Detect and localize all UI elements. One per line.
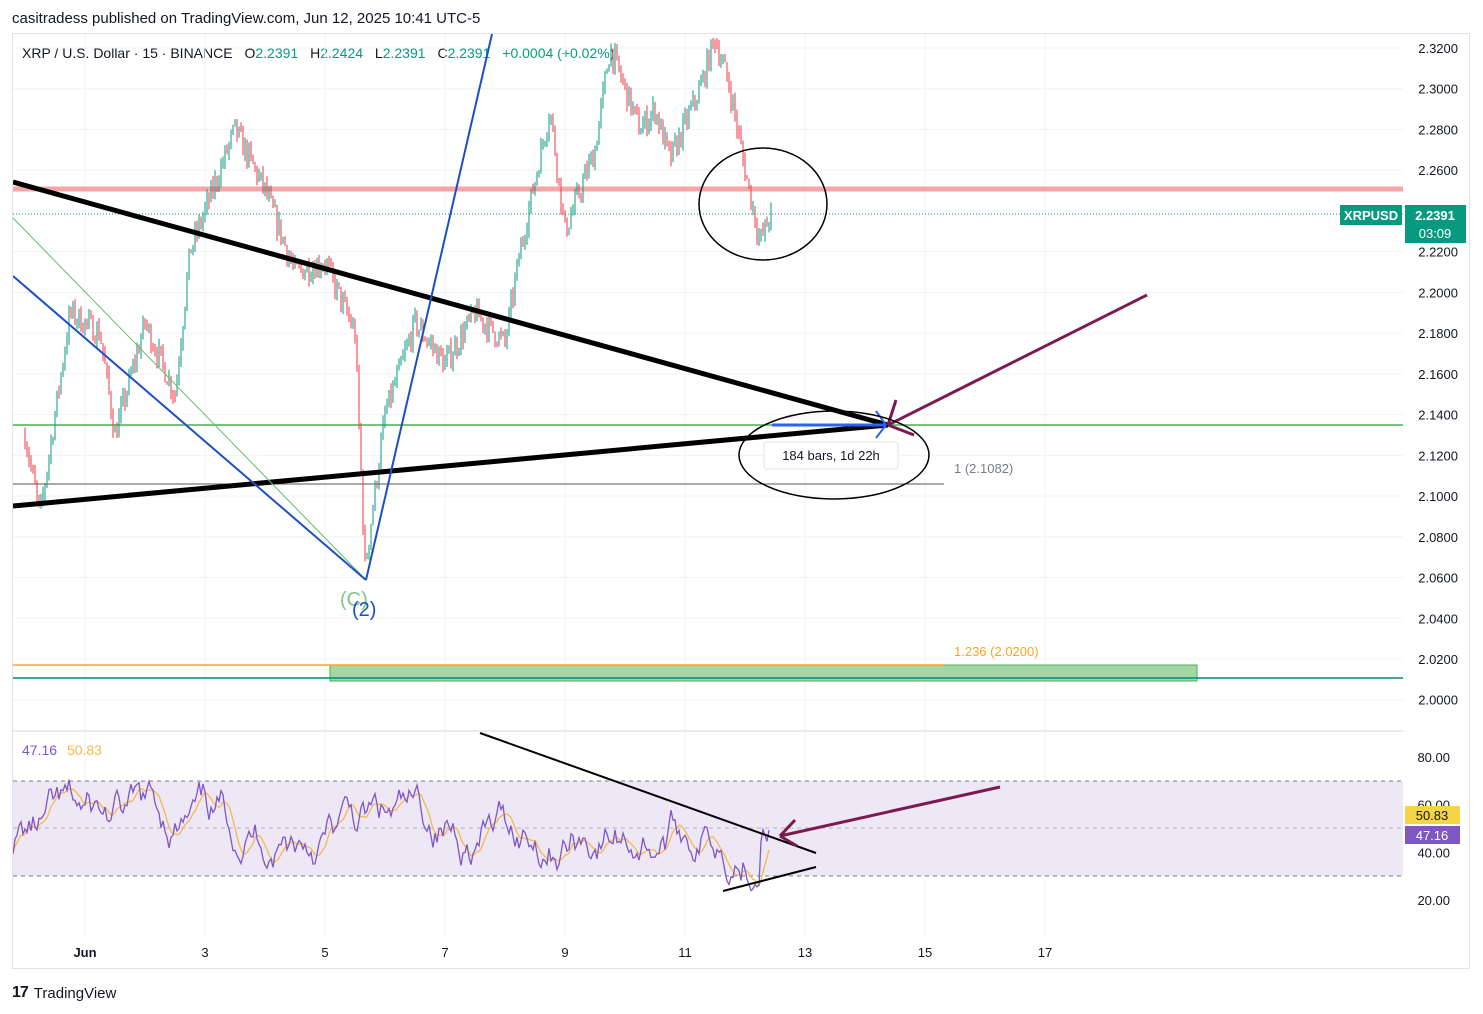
- low-value: 2.2391: [382, 45, 426, 61]
- price-tick: 2.3000: [1418, 82, 1458, 97]
- price-tick: 2.1800: [1418, 326, 1458, 341]
- price-tick: 2.0800: [1418, 530, 1458, 545]
- blue-down-line[interactable]: [13, 275, 367, 581]
- rsi-badge-bg: [1405, 826, 1460, 844]
- rsi-legend[interactable]: 47.16 50.83: [22, 742, 102, 758]
- time-tick: 3: [201, 945, 208, 960]
- rsi-band: [13, 781, 1403, 876]
- high-value: 2.2424: [320, 45, 364, 61]
- tradingview-mark-icon: 17: [12, 984, 29, 1001]
- price-circle: [698, 147, 828, 261]
- price-tick: 2.3200: [1418, 41, 1458, 56]
- fib-1-label: 1 (2.1082): [954, 461, 1013, 476]
- maroon-tick-up: [886, 399, 898, 426]
- brand-name: TradingView: [33, 984, 117, 1002]
- price-axis[interactable]: 2.32002.30002.28002.26002.24002.22002.20…: [1418, 41, 1458, 708]
- ticker-badge-bg: [1340, 205, 1402, 225]
- price-tick: 2.1200: [1418, 448, 1458, 463]
- apex-ellipse: [738, 410, 930, 500]
- bars-range-arrow-down: [875, 424, 887, 439]
- high-label: H: [310, 45, 321, 61]
- bars-range-arrow-up: [875, 410, 887, 426]
- price-tick: 2.2800: [1418, 122, 1458, 137]
- time-tick: 11: [678, 945, 692, 960]
- price-badge-value: 2.2391: [1415, 208, 1455, 223]
- maroon-projection-arrow[interactable]: [887, 293, 1148, 427]
- symbol-legend[interactable]: XRP / U.S. Dollar · 15 · BINANCE O2.2391…: [22, 45, 614, 61]
- rsi-badge: 47.16: [1416, 828, 1449, 843]
- time-axis[interactable]: Jun 3 5 7 9 11 13 15 17: [73, 945, 1052, 960]
- rsi-lower-trendline[interactable]: [722, 866, 817, 892]
- rsi-maroon-tick-up: [778, 818, 797, 838]
- price-badge-bg: [1405, 205, 1466, 243]
- bars-label: 184 bars, 1d 22h: [782, 448, 880, 463]
- bars-label-box: [763, 441, 899, 470]
- low-label: L: [374, 45, 383, 61]
- ticker-badge: XRPUSD: [1344, 208, 1398, 223]
- tradingview-logo[interactable]: 17 TradingView: [12, 984, 116, 1002]
- time-tick: 7: [441, 945, 448, 960]
- publisher-caption: casitradess published on TradingView.com…: [12, 10, 481, 27]
- close-value: 2.2391: [447, 45, 491, 61]
- close-label: C: [437, 45, 448, 61]
- price-tick: 2.0600: [1418, 571, 1458, 586]
- chart-frame: [12, 33, 1470, 969]
- wave-2-label: (2): [352, 599, 376, 621]
- time-tick: 5: [321, 945, 328, 960]
- price-tick: 2.2200: [1418, 245, 1458, 260]
- rsi-maroon-arrow[interactable]: [779, 785, 1001, 838]
- price-tick: 2.1400: [1418, 408, 1458, 423]
- rsi-ma-line: [13, 788, 770, 887]
- rsi-tick: 80.00: [1417, 750, 1450, 765]
- rsi-maroon-tick-down: [779, 834, 798, 848]
- price-tick: 2.0000: [1418, 693, 1458, 708]
- rsi-line: [13, 779, 770, 892]
- price-badge-countdown: 03:09: [1419, 226, 1452, 241]
- rsi-legend-value: 47.16: [22, 742, 58, 758]
- rsi-legend-ma: 50.83: [66, 742, 102, 758]
- maroon-tick-right: [887, 423, 915, 437]
- rsi-tick: 40.00: [1417, 845, 1450, 860]
- symbol-name: XRP / U.S. Dollar · 15 · BINANCE: [22, 45, 233, 61]
- time-tick: 13: [798, 945, 812, 960]
- price-tick: 2.2600: [1418, 163, 1458, 178]
- rsi-badges: 50.83 47.16: [1405, 806, 1460, 844]
- rsi-tick: 20.00: [1417, 893, 1450, 908]
- price-tick: 2.0200: [1418, 652, 1458, 667]
- price-badge: XRPUSD 2.2391 03:09: [1340, 205, 1466, 243]
- open-label: O: [244, 45, 256, 61]
- time-tick: Jun: [73, 945, 96, 960]
- upper-trendline[interactable]: [13, 179, 889, 428]
- time-tick: 17: [1038, 945, 1052, 960]
- main-gridlines: [13, 34, 1403, 730]
- open-value: 2.2391: [255, 45, 299, 61]
- price-tick: 2.0400: [1418, 611, 1458, 626]
- rsi-ma-badge-bg: [1405, 806, 1460, 824]
- price-tick: 2.1600: [1418, 367, 1458, 382]
- change-value: +0.0004 (+0.02%): [502, 45, 615, 61]
- price-tick: 2.2000: [1418, 285, 1458, 300]
- blue-up-line[interactable]: [365, 34, 493, 581]
- time-tick: 9: [561, 945, 568, 960]
- lower-trendline[interactable]: [13, 422, 889, 509]
- fib-diagonal-line: [13, 217, 367, 581]
- candles-group: [24, 37, 772, 562]
- rsi-ma-badge: 50.83: [1416, 808, 1449, 823]
- price-tick: 2.1000: [1418, 489, 1458, 504]
- fib-1236-label: 1.236 (2.0200): [954, 644, 1039, 659]
- time-tick: 15: [918, 945, 932, 960]
- wave-c-label: (C): [340, 589, 368, 611]
- rsi-upper-trendline[interactable]: [479, 732, 817, 854]
